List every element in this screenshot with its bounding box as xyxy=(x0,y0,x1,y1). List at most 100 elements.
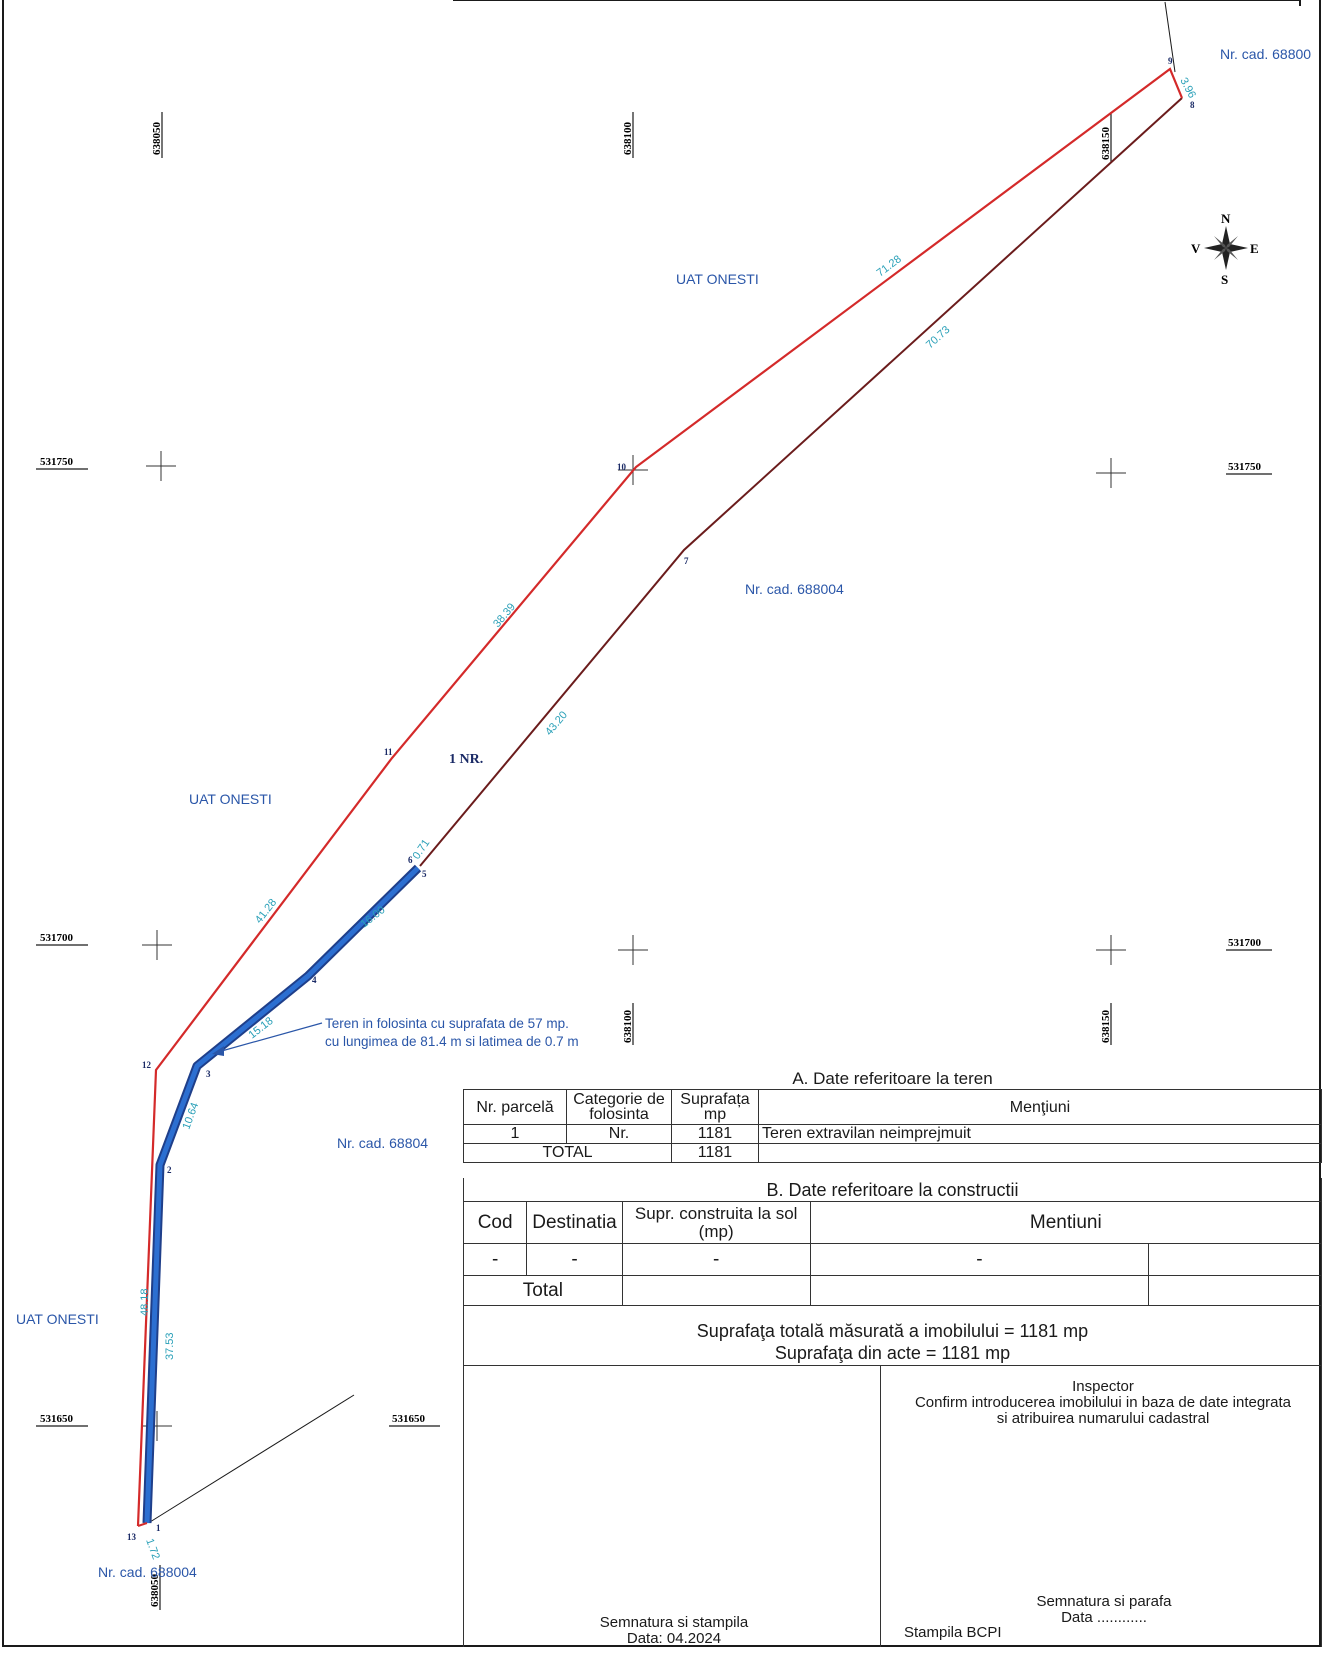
table-header: Suprafața mp xyxy=(671,1089,759,1125)
table-cell xyxy=(621,1275,811,1306)
parafa-label: Semnatura si parafa xyxy=(1036,1593,1172,1610)
grid-label-y: 638150 xyxy=(1100,127,1112,161)
table-header: Supr. construita la sol (mp) xyxy=(621,1201,811,1244)
area-label: UAT ONESTI xyxy=(16,1311,99,1327)
neighbor-line xyxy=(149,1394,355,1523)
table-cell: - xyxy=(462,1243,528,1276)
table-cell xyxy=(758,1143,1322,1163)
table-total-label: Total xyxy=(463,1275,623,1306)
parafa-date: Data ............ xyxy=(1061,1609,1147,1626)
distance-label: 0.71 xyxy=(411,837,433,861)
grid-label-x: 531650 xyxy=(392,1413,426,1425)
compass-rose: N S E V xyxy=(1191,211,1259,287)
signature-block: Semnatura si stampila Data: 04.2024 Insp… xyxy=(463,1365,1322,1647)
inspector-confirm-line: Confirm introducerea imobilului in baza … xyxy=(914,1394,1292,1411)
table-header: Mentiuni xyxy=(809,1201,1323,1244)
vertex-label: 9 xyxy=(1168,56,1173,66)
table-cell: - xyxy=(526,1243,623,1276)
compass-v: V xyxy=(1191,241,1201,256)
inspector-title: Inspector xyxy=(1072,1378,1134,1395)
grid-label-y: 638050 xyxy=(151,122,163,156)
grid-label-y: 638100 xyxy=(622,1010,634,1044)
area-summary: Suprafaţa totală măsurată a imobilului =… xyxy=(463,1306,1322,1366)
distance-label: 38.39 xyxy=(491,601,518,630)
used-land-strip-outline xyxy=(142,864,422,1524)
summary-deed-area: Suprafaţa din acte = 1181 mp xyxy=(774,1343,1011,1363)
compass-e: E xyxy=(1250,241,1259,256)
annotation-arrow-head xyxy=(212,1046,224,1056)
table-row: - - - - xyxy=(462,1243,1322,1276)
vertex-label: 5 xyxy=(422,869,427,879)
vertex-label: 6 xyxy=(408,855,413,865)
table-header: Categorie de folosinta xyxy=(566,1089,672,1125)
table-cell: - xyxy=(621,1243,811,1276)
table-cell xyxy=(1148,1243,1322,1276)
parcel-boundary xyxy=(137,1522,148,1527)
table-row: 1 Nr. 1181 Teren extravilan neimprejmuit xyxy=(463,1124,1322,1144)
area-label: Nr. cad. 68800 xyxy=(1220,46,1311,62)
area-label: UAT ONESTI xyxy=(676,271,759,287)
table-cell: - xyxy=(809,1243,1150,1276)
table-cell: 1181 xyxy=(671,1124,759,1144)
summary-total-area: Suprafaţa totală măsurată a imobilului =… xyxy=(696,1321,1089,1341)
table-header: Destinatia xyxy=(526,1201,623,1244)
used-land-strip xyxy=(144,866,420,1524)
grid-label-y: 638150 xyxy=(1100,1010,1112,1044)
distance-label: 48.18 xyxy=(139,1288,151,1316)
vertex-label: 8 xyxy=(1190,100,1195,110)
signature-date: Data: 04.2024 xyxy=(626,1630,722,1647)
vertex-label: 13 xyxy=(127,1532,137,1542)
table-header: Nr. parcelă xyxy=(463,1089,567,1125)
inspector-confirm-line: si atribuirea numarului cadastral xyxy=(996,1410,1210,1427)
area-label: UAT ONESTI xyxy=(189,791,272,807)
distance-label: 1.72 xyxy=(143,1537,162,1561)
grid-label-y: 638100 xyxy=(622,122,634,156)
table-total-label: TOTAL xyxy=(463,1143,672,1163)
vertex-label: 1 xyxy=(156,1523,161,1533)
vertex-label: 7 xyxy=(684,556,689,566)
table-cell xyxy=(809,1275,1150,1306)
table-caption: B. Date referitoare la constructii xyxy=(463,1178,1322,1202)
area-label: Nr. cad. 68804 xyxy=(337,1135,428,1151)
table-header: Cod xyxy=(462,1201,528,1244)
signature-divider xyxy=(880,1365,881,1647)
table-cell xyxy=(1148,1275,1322,1306)
leader-line xyxy=(1164,1,1176,73)
annotation-text: Teren in folosinta cu suprafata de 57 mp… xyxy=(325,1016,569,1031)
vertex-label: 2 xyxy=(167,1165,172,1175)
table-caption: A. Date referitoare la teren xyxy=(792,1069,993,1088)
grid-label-x: 531750 xyxy=(1228,461,1262,473)
grid-label-x: 531650 xyxy=(40,1413,74,1425)
stampila-bcpi: Stampila BCPI xyxy=(904,1624,1002,1641)
grid-label-x: 531750 xyxy=(40,456,74,468)
compass-n: N xyxy=(1221,211,1231,226)
compass-s: S xyxy=(1221,272,1228,287)
table-constructii: B. Date referitoare la constructii Cod D… xyxy=(462,1178,1323,1306)
area-label: Nr. cad. 688004 xyxy=(98,1564,197,1580)
annotation-text: cu lungimea de 81.4 m si latimea de 0.7 … xyxy=(325,1034,579,1049)
grid-label-y: 638050 xyxy=(149,1574,161,1608)
table-row: Total xyxy=(463,1275,1322,1306)
vertex-label: 10 xyxy=(617,462,627,472)
neighbor-boundary xyxy=(419,97,1183,867)
area-label: Nr. cad. 688004 xyxy=(745,581,844,597)
table-teren: A. Date referitoare la teren Nr. parcelă… xyxy=(463,1067,1322,1163)
vertex-label: 11 xyxy=(384,747,393,757)
table-total-value: 1181 xyxy=(671,1143,759,1163)
distance-label: 37.53 xyxy=(164,1332,176,1360)
table-header: Menţiuni xyxy=(758,1089,1322,1125)
table-row: TOTAL 1181 xyxy=(463,1143,1322,1163)
table-cell: Teren extravilan neimprejmuit xyxy=(758,1124,1322,1144)
table-cell: Nr. xyxy=(566,1124,672,1144)
table-cell: 1 xyxy=(463,1124,567,1144)
grid-label-x: 531700 xyxy=(1228,937,1262,949)
vertex-label: 4 xyxy=(312,975,317,985)
parcel-label: 1 NR. xyxy=(449,752,483,767)
distance-label: 71.28 xyxy=(875,253,904,279)
signature-stamp-label: Semnatura si stampila xyxy=(599,1614,749,1631)
vertex-label: 3 xyxy=(206,1069,211,1079)
grid-label-x: 531700 xyxy=(40,932,74,944)
vertex-label: 12 xyxy=(142,1060,152,1070)
